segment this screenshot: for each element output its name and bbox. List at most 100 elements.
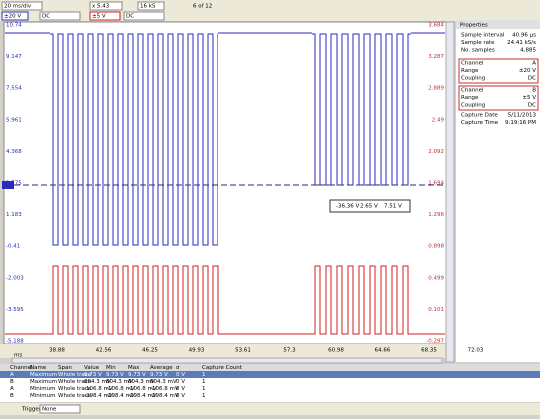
property-value: 24.41 kS/s — [507, 40, 536, 46]
left-axis-label: -3.595 — [6, 307, 24, 313]
left-axis-label: 5.961 — [6, 117, 22, 123]
trace-a — [50, 33, 218, 247]
table-cell: 1 — [202, 379, 206, 385]
zoom-box[interactable] — [89, 1, 123, 11]
table-cell: Minimum — [30, 393, 56, 399]
a-range-box[interactable] — [1, 11, 29, 21]
property-name: Sample interval — [461, 33, 505, 39]
b-range: ±5 V — [92, 14, 106, 20]
table-cell: B — [10, 379, 14, 385]
a-coupling: DC — [42, 14, 50, 20]
a-coupling-box[interactable] — [39, 11, 81, 21]
property-value: 9:19:16 PM — [505, 120, 536, 126]
left-axis-label: 2.775 — [6, 181, 22, 187]
table-cell: 9.73 V — [84, 372, 102, 378]
x-axis-label: 38.88 — [49, 348, 65, 354]
right-axis-label: 0.499 — [428, 275, 444, 281]
table-cell: 9.73 V — [150, 372, 168, 378]
right-axis-label: 0.898 — [428, 244, 444, 250]
table-cell: 804.3 mV — [150, 379, 177, 385]
property-name: Coupling — [461, 103, 485, 109]
right-axis-label: 2.889 — [428, 86, 444, 92]
property-value: 4,885 — [520, 48, 536, 54]
table-cell: B — [10, 393, 14, 399]
table-cell: 0 V — [176, 372, 185, 378]
property-value: A — [532, 61, 536, 67]
right-axis-label: 3.684 — [428, 23, 444, 29]
table-cell: 1 — [202, 386, 206, 392]
traces — [5, 32, 445, 336]
right-axis-label: 2.092 — [428, 149, 444, 155]
x-axis-label: 64.66 — [375, 348, 391, 354]
table-cell: Maximum — [30, 372, 57, 378]
table-cell: -106.8 mV — [150, 386, 179, 392]
right-axis-label: 2.49 — [432, 117, 445, 123]
property-name: Range — [461, 68, 479, 74]
right-axis-label: 1.694 — [428, 181, 444, 187]
x-axis-bar — [0, 344, 452, 358]
table-cell: Minimum — [30, 386, 56, 392]
buffer: 6 of 12 — [193, 4, 212, 10]
toolbar — [0, 0, 540, 21]
table-cell: -298.4 mV — [128, 393, 157, 399]
channel-a-box — [458, 58, 539, 84]
property-value: DC — [528, 103, 536, 109]
timebase-box[interactable] — [1, 1, 43, 11]
left-axis-label: -0.41 — [6, 244, 20, 250]
left-axis-label: 10.74 — [6, 23, 22, 29]
table-cell: 9.73 V — [106, 372, 124, 378]
table-header-cell: σ — [176, 365, 180, 371]
table-cell: Whole trace — [58, 393, 92, 399]
table-cell: -106.8 mV — [106, 386, 135, 392]
table-cell: 804.3 mV — [84, 379, 111, 385]
property-value: B — [532, 88, 536, 94]
trigger-label: Trigger — [21, 407, 42, 413]
table-cell: 1 — [202, 372, 206, 378]
samples: 16 kS — [140, 4, 156, 10]
left-axis-label: 4.368 — [6, 149, 22, 155]
samples-box[interactable] — [137, 1, 165, 11]
properties-title: Properties — [460, 23, 488, 29]
table-header-cell: Name — [30, 365, 47, 371]
left-axis-label: -5.188 — [6, 339, 24, 345]
left-axis-label: 7.554 — [6, 86, 22, 92]
x-axis-label: 72.03 — [468, 348, 484, 354]
table-header-cell: Min — [106, 365, 116, 371]
marker — [2, 181, 14, 189]
property-value: 5/11/2013 — [508, 113, 537, 119]
zoom: x 5.43 — [92, 4, 110, 10]
table-cell: 0 V — [176, 379, 185, 385]
table-cell: 1 — [202, 393, 206, 399]
trigger-box[interactable] — [39, 404, 81, 414]
x-axis-label: 46.25 — [142, 348, 158, 354]
ruler-box — [329, 199, 411, 213]
v-scrollbar[interactable] — [445, 21, 455, 363]
x-axis-label: 60.98 — [328, 348, 344, 354]
trigger-mode: None — [42, 407, 57, 413]
b-coupling-box[interactable] — [123, 11, 165, 21]
property-name: No. samples — [461, 48, 495, 54]
property-value: ±20 V — [519, 68, 536, 74]
property-name: Capture Date — [461, 113, 498, 119]
table-cell: 804.3 mV — [106, 379, 133, 385]
left-axis-label: 1.183 — [6, 212, 22, 218]
table-header-cell: Max — [128, 365, 140, 371]
selected-row[interactable] — [0, 371, 540, 378]
table-cell: -106.8 mV — [84, 386, 113, 392]
table-cell: Maximum — [30, 379, 57, 385]
table-header-cell: Value — [84, 365, 100, 371]
ruler-value: -36.36 V — [336, 204, 359, 210]
table-cell: A — [10, 372, 14, 378]
property-value: 40.96 µs — [512, 33, 536, 39]
ruler-value: 7.51 V — [384, 204, 402, 210]
x-axis-label: 53.61 — [235, 348, 251, 354]
table-cell: -298.4 mV — [150, 393, 179, 399]
scrollbar[interactable] — [11, 357, 443, 364]
b-range-box[interactable] — [89, 11, 121, 21]
property-value: ±5 V — [522, 95, 536, 101]
table-header-cell: Average — [150, 365, 173, 371]
property-name: Channel — [461, 88, 484, 94]
trace-b — [312, 264, 411, 336]
table-cell: Whole trace — [58, 379, 92, 385]
